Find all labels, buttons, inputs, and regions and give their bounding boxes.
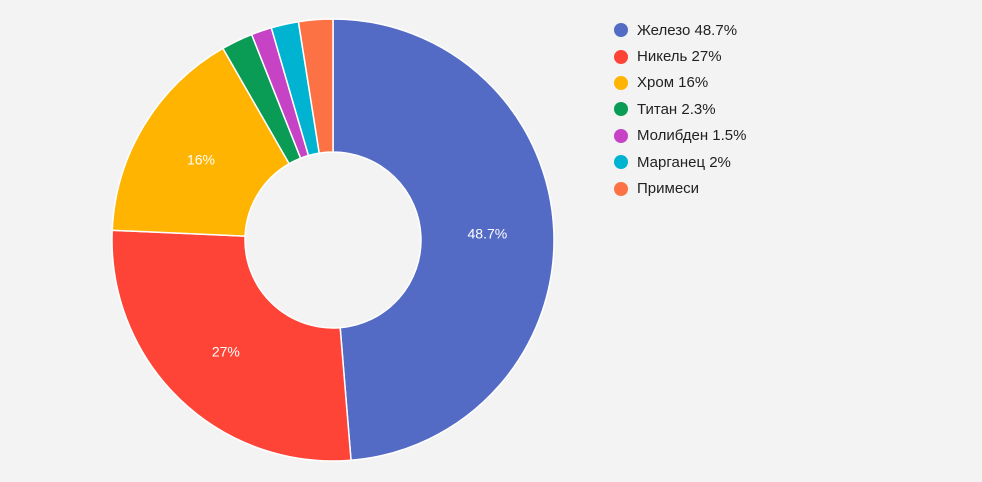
legend-label: Никель 27% (637, 48, 722, 66)
legend-label: Примеси (637, 180, 700, 198)
slice-label-никель: 27% (212, 343, 240, 359)
legend-item: Титан 2.3% (614, 96, 746, 122)
slice-label-железо: 48.7% (468, 226, 508, 242)
legend-swatch (614, 102, 628, 117)
legend-item: Хром 16% (614, 70, 746, 96)
slice-label-хром: 16% (187, 152, 215, 168)
legend-swatch (614, 128, 628, 143)
legend-item: Примеси (614, 175, 746, 201)
slice-железо (332, 18, 555, 462)
legend-swatch (614, 23, 628, 38)
legend-swatch (614, 155, 628, 170)
legend-label: Молибден 1.5% (637, 127, 747, 145)
slice-хром (111, 47, 291, 237)
legend-label: Марганец 2% (637, 153, 731, 171)
legend-item: Молибден 1.5% (614, 123, 746, 149)
legend-item: Железо 48.7% (614, 17, 746, 43)
legend-label: Хром 16% (637, 74, 709, 92)
legend-swatch (614, 49, 628, 64)
legend-item: Никель 27% (614, 43, 746, 69)
legend-label: Титан 2.3% (637, 100, 716, 118)
slice-примеси (297, 18, 334, 154)
legend-item: Марганец 2% (614, 149, 746, 175)
legend-swatch (614, 181, 628, 196)
legend-swatch (614, 75, 628, 90)
chart-legend: Железо 48.7% Никель 27% Хром 16% Титан 2.3%… (614, 17, 746, 202)
legend-label: Железо 48.7% (637, 21, 738, 39)
slice-никель (111, 229, 352, 462)
